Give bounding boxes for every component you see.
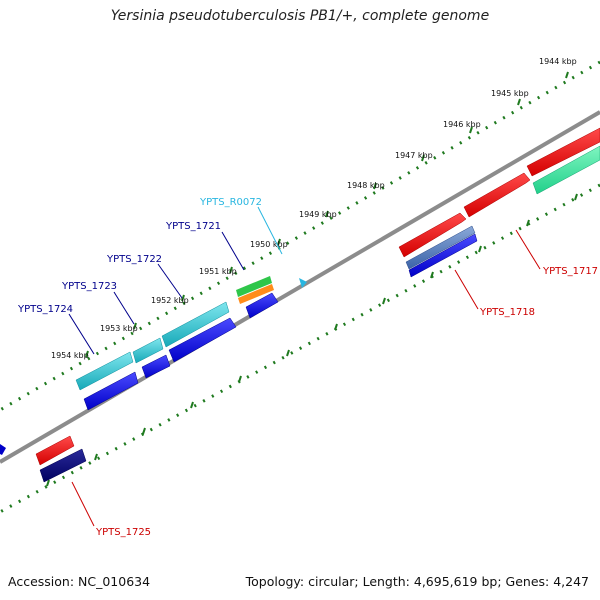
genome-summary-text: Topology: circular; Length: 4,695,619 bp… — [245, 574, 589, 589]
tick-label: 1952 kbp — [151, 296, 189, 305]
gene-feature-steel[interactable] — [405, 225, 476, 270]
gene-label-ypts-r0072[interactable]: YPTS_R0072 — [199, 197, 262, 208]
tick-label: 1951 kbp — [199, 267, 237, 276]
gene-feature-red[interactable] — [463, 172, 531, 218]
gene-feature-cyan[interactable] — [132, 337, 164, 364]
gene-feature-blue-edge[interactable] — [0, 444, 6, 455]
gene-feature-blue[interactable] — [245, 292, 279, 319]
tick-label: 1953 kbp — [100, 324, 138, 333]
gene-feature-blue[interactable] — [83, 371, 139, 411]
leader-line — [157, 263, 183, 299]
outer-tick-track — [0, 60, 600, 412]
gene-feature-red[interactable] — [35, 435, 75, 466]
gene-label-ypts-1725[interactable]: YPTS_1725 — [95, 527, 151, 538]
rrna-feature-green[interactable] — [236, 276, 272, 297]
tick-label: 1944 kbp — [539, 57, 577, 66]
rrna-feature-orange[interactable] — [238, 284, 274, 304]
gene-feature-blue[interactable] — [168, 317, 237, 363]
gene-label-ypts-1721[interactable]: YPTS_1721 — [165, 221, 221, 232]
leader-line — [221, 231, 245, 271]
gene-feature-blue[interactable] — [141, 354, 171, 379]
gene-feature-cyan[interactable] — [161, 301, 230, 348]
gene-label-ypts-1718[interactable]: YPTS_1718 — [479, 307, 535, 318]
gene-label-ypts-1723[interactable]: YPTS_1723 — [61, 281, 117, 292]
gene-feature-navy[interactable] — [39, 448, 87, 483]
major-ticks-outer — [85, 71, 569, 358]
leader-line — [454, 269, 479, 310]
leader-line — [515, 229, 541, 270]
gene-feature-red[interactable] — [526, 127, 600, 177]
gene-label-ypts-1724[interactable]: YPTS_1724 — [17, 304, 73, 315]
trna-marker[interactable] — [299, 278, 307, 288]
tick-label: 1948 kbp — [347, 181, 385, 190]
genome-title: Yersinia pseudotuberculosis PB1/+, compl… — [110, 8, 490, 24]
tick-label: 1946 kbp — [443, 120, 481, 129]
gene-feature-teal[interactable] — [532, 145, 600, 195]
leader-line — [71, 481, 95, 527]
tick-label: 1950 kbp — [250, 240, 288, 249]
tick-label: 1945 kbp — [491, 89, 529, 98]
leader-line — [257, 206, 283, 255]
major-ticks-inner — [46, 193, 578, 487]
gene-feature-cyan[interactable] — [75, 351, 134, 391]
tick-label: 1949 kbp — [299, 210, 337, 219]
inner-tick-track — [0, 183, 600, 514]
tick-label: 1947 kbp — [395, 151, 433, 160]
accession-text: Accession: NC_010634 — [8, 574, 151, 589]
gene-feature-blue[interactable] — [408, 233, 478, 278]
gene-label-ypts-1717[interactable]: YPTS_1717 — [542, 266, 598, 277]
tick-label: 1954 kbp — [51, 351, 89, 360]
leader-line — [68, 313, 95, 355]
gene-feature-red[interactable] — [398, 212, 467, 258]
gene-label-ypts-1722[interactable]: YPTS_1722 — [106, 254, 162, 265]
leader-line — [113, 291, 135, 325]
